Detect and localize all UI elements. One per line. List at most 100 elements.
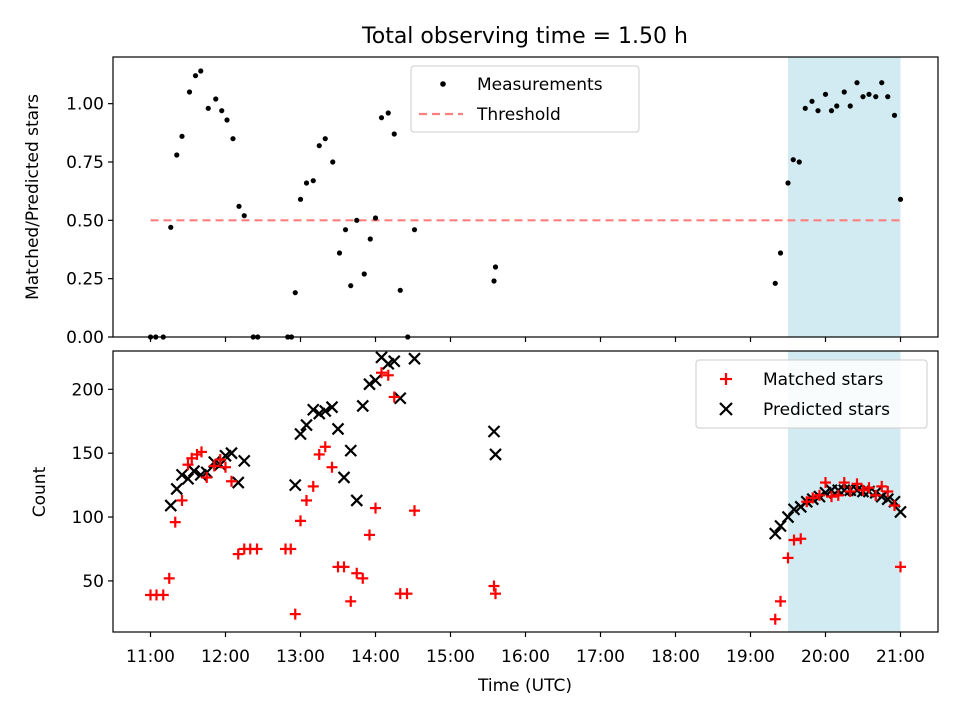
x-tick-label: 20:00 bbox=[801, 647, 850, 667]
matched-stars-point bbox=[176, 494, 188, 506]
matched-stars-point bbox=[345, 595, 357, 607]
measurement-point bbox=[372, 215, 379, 221]
matched-stars-point bbox=[157, 589, 169, 601]
measurement-point bbox=[854, 80, 860, 86]
measurement-point bbox=[891, 112, 898, 118]
matched-stars-point bbox=[882, 486, 894, 497]
predicted-stars-point bbox=[894, 505, 907, 519]
measurement-point bbox=[336, 250, 343, 256]
figure-title: Total observing time = 1.50 h bbox=[361, 24, 688, 49]
measurement-point bbox=[397, 287, 403, 293]
x-tick-label: 15:00 bbox=[426, 647, 475, 667]
measurement-point bbox=[297, 196, 304, 202]
matched-stars-point bbox=[285, 543, 297, 555]
matched-stars-point bbox=[351, 567, 363, 579]
matched-stars-point bbox=[201, 471, 213, 483]
x-tick-label: 14:00 bbox=[351, 647, 400, 667]
matched-stars-point bbox=[857, 484, 869, 496]
bottom-legend-box bbox=[695, 359, 928, 429]
matched-stars-point bbox=[795, 533, 807, 545]
predicted-stars-point bbox=[408, 352, 421, 365]
predicted-stars-point bbox=[306, 403, 320, 417]
x-tick-label: 19:00 bbox=[726, 647, 775, 667]
measurement-point bbox=[897, 196, 904, 202]
measurement-point bbox=[316, 143, 322, 149]
bottom-y-axis-label: Count bbox=[30, 466, 50, 517]
bottom-panel: 50 100 150 200 11:00 12:00 13:00 14:00 15:00 16:… bbox=[30, 350, 939, 696]
legend-measurements-marker bbox=[440, 81, 446, 87]
matched-stars-point bbox=[232, 548, 244, 560]
matched-stars-point bbox=[832, 489, 844, 501]
measurement-point bbox=[310, 178, 316, 184]
bottom-y-tick-label: 100 bbox=[72, 508, 104, 528]
predicted-stars-point bbox=[288, 478, 302, 492]
matched-stars-point bbox=[376, 367, 387, 379]
measurement-point bbox=[219, 108, 225, 114]
matched-stars-point bbox=[851, 478, 863, 490]
measurement-point bbox=[879, 80, 885, 86]
measurement-point bbox=[815, 108, 821, 114]
measurement-point bbox=[828, 108, 835, 114]
predicted-stars-point bbox=[881, 492, 895, 506]
matched-stars-point bbox=[338, 561, 350, 573]
measurement-point bbox=[385, 110, 391, 116]
bottom-legend: Matched stars Predicted stars bbox=[695, 359, 928, 429]
measurement-point bbox=[809, 98, 815, 104]
matched-stars-point bbox=[820, 477, 831, 489]
matched-stars-point bbox=[814, 489, 825, 501]
matched-stars-point bbox=[895, 561, 906, 573]
measurement-point bbox=[192, 73, 199, 79]
bottom-y-tick-label: 200 bbox=[72, 380, 104, 400]
measurement-point bbox=[885, 94, 891, 100]
matched-stars-point bbox=[889, 500, 900, 512]
measurement-point bbox=[866, 91, 872, 97]
measurement-point bbox=[492, 264, 499, 270]
measurement-point bbox=[367, 236, 373, 242]
measurement-point bbox=[873, 94, 879, 100]
measurement-point bbox=[348, 283, 354, 289]
measurement-point bbox=[790, 157, 796, 163]
matched-stars-point bbox=[769, 613, 781, 625]
top-y-tick-label: 0.75 bbox=[66, 153, 104, 173]
measurement-point bbox=[342, 227, 349, 233]
bottom-y-tick-label: 50 bbox=[82, 572, 104, 592]
measurement-point bbox=[796, 159, 802, 165]
predicted-stars-point bbox=[781, 510, 795, 524]
x-tick-label: 13:00 bbox=[276, 647, 325, 667]
matched-stars-point bbox=[775, 595, 786, 607]
matched-stars-point bbox=[382, 369, 394, 381]
matched-stars-point bbox=[289, 608, 301, 620]
measurement-point bbox=[847, 103, 853, 109]
matched-stars-point bbox=[307, 480, 319, 492]
predicted-stars-point bbox=[181, 472, 195, 486]
measurement-point bbox=[378, 115, 385, 121]
matched-stars-point bbox=[838, 477, 850, 489]
matched-stars-point bbox=[788, 534, 800, 546]
matched-stars-point bbox=[208, 460, 220, 472]
measurement-point bbox=[241, 213, 247, 219]
measurement-point bbox=[198, 68, 204, 74]
predicted-stars-point bbox=[318, 404, 332, 418]
x-tick-label: 16:00 bbox=[501, 647, 550, 667]
top-legend: Measurements Threshold bbox=[410, 65, 640, 133]
top-y-tick-label: 1.00 bbox=[66, 95, 104, 115]
matched-stars-point bbox=[163, 572, 175, 584]
top-legend-box bbox=[410, 65, 640, 133]
measurement-point bbox=[236, 203, 242, 209]
x-tick-label: 12:00 bbox=[201, 647, 250, 667]
matched-stars-point bbox=[169, 516, 181, 528]
predicted-stars-point bbox=[325, 400, 339, 414]
matched-stars-point bbox=[364, 529, 375, 541]
matched-stars-point bbox=[826, 491, 837, 503]
matched-stars-point bbox=[844, 486, 856, 497]
matched-stars-point bbox=[370, 502, 381, 514]
matched-stars-point bbox=[326, 461, 338, 473]
matched-stars-point bbox=[388, 391, 400, 403]
predicted-stars-point bbox=[170, 482, 184, 496]
measurement-point bbox=[330, 159, 336, 165]
matched-stars-point bbox=[182, 459, 194, 471]
matched-stars-point bbox=[196, 446, 207, 458]
x-tick-label: 17:00 bbox=[576, 647, 625, 667]
x-tick-label: 21:00 bbox=[876, 647, 925, 667]
predicted-stars-point bbox=[350, 494, 364, 507]
